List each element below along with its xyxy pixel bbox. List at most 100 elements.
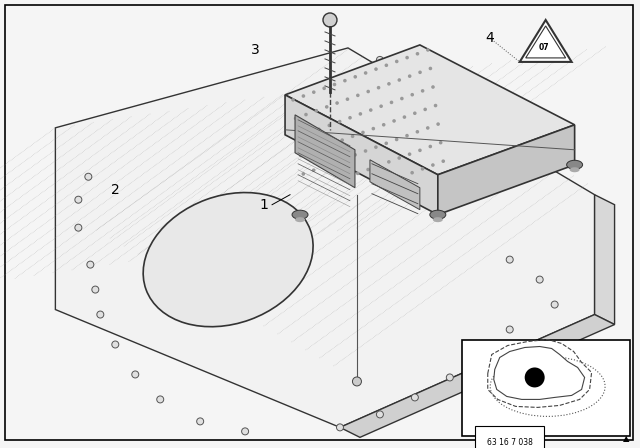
Circle shape xyxy=(431,163,435,167)
Circle shape xyxy=(343,79,347,82)
Circle shape xyxy=(323,86,326,90)
Circle shape xyxy=(426,126,429,130)
Circle shape xyxy=(408,74,412,78)
Text: 1: 1 xyxy=(260,198,269,212)
Ellipse shape xyxy=(570,167,580,172)
Circle shape xyxy=(356,94,360,97)
Circle shape xyxy=(364,71,367,75)
Circle shape xyxy=(372,127,375,130)
Circle shape xyxy=(506,256,513,263)
Polygon shape xyxy=(295,115,355,188)
Circle shape xyxy=(75,196,82,203)
Circle shape xyxy=(112,341,119,348)
Circle shape xyxy=(421,89,424,93)
Circle shape xyxy=(439,141,442,144)
Circle shape xyxy=(366,90,370,93)
Circle shape xyxy=(525,367,545,388)
Circle shape xyxy=(385,64,388,67)
Circle shape xyxy=(343,157,347,160)
Circle shape xyxy=(356,172,360,175)
Text: 07: 07 xyxy=(538,43,549,52)
Circle shape xyxy=(296,135,300,139)
Circle shape xyxy=(291,98,295,102)
Polygon shape xyxy=(285,45,575,175)
Circle shape xyxy=(405,134,409,138)
Circle shape xyxy=(412,394,419,401)
Circle shape xyxy=(431,85,435,89)
Circle shape xyxy=(376,411,383,418)
Circle shape xyxy=(476,354,483,361)
Circle shape xyxy=(397,78,401,82)
Circle shape xyxy=(536,276,543,283)
Circle shape xyxy=(346,97,349,101)
Circle shape xyxy=(387,82,391,86)
Circle shape xyxy=(320,146,323,150)
Polygon shape xyxy=(285,95,438,215)
Circle shape xyxy=(309,150,313,154)
Circle shape xyxy=(301,94,305,98)
Circle shape xyxy=(87,261,94,268)
Ellipse shape xyxy=(433,217,443,222)
Circle shape xyxy=(301,172,305,176)
Circle shape xyxy=(419,70,422,74)
Circle shape xyxy=(157,396,164,403)
Ellipse shape xyxy=(430,210,446,219)
Circle shape xyxy=(294,116,298,120)
Circle shape xyxy=(454,96,461,103)
Circle shape xyxy=(348,116,352,120)
Circle shape xyxy=(413,112,417,115)
Polygon shape xyxy=(438,125,575,215)
Circle shape xyxy=(304,113,308,116)
Circle shape xyxy=(75,224,82,231)
Circle shape xyxy=(397,156,401,160)
Text: 4: 4 xyxy=(485,31,494,45)
Circle shape xyxy=(325,105,328,109)
Ellipse shape xyxy=(566,160,582,169)
Circle shape xyxy=(366,168,370,171)
Circle shape xyxy=(97,311,104,318)
Circle shape xyxy=(351,134,355,138)
Circle shape xyxy=(415,52,419,56)
Circle shape xyxy=(314,109,318,112)
Circle shape xyxy=(307,131,310,135)
Circle shape xyxy=(392,119,396,123)
Circle shape xyxy=(374,145,378,149)
Circle shape xyxy=(400,97,404,100)
Circle shape xyxy=(410,93,414,96)
Circle shape xyxy=(317,128,321,131)
Circle shape xyxy=(382,123,385,127)
Polygon shape xyxy=(340,314,614,437)
Circle shape xyxy=(506,326,513,333)
Circle shape xyxy=(376,56,383,64)
Circle shape xyxy=(333,161,336,164)
Circle shape xyxy=(434,104,437,108)
Circle shape xyxy=(420,167,424,171)
Circle shape xyxy=(369,108,372,112)
Circle shape xyxy=(337,424,344,431)
Polygon shape xyxy=(595,195,614,324)
Circle shape xyxy=(403,115,406,119)
Text: 3: 3 xyxy=(251,43,259,57)
Circle shape xyxy=(442,159,445,163)
Text: ▲: ▲ xyxy=(623,435,630,444)
Circle shape xyxy=(377,164,380,168)
Circle shape xyxy=(335,101,339,105)
Ellipse shape xyxy=(292,210,308,219)
Circle shape xyxy=(405,56,409,60)
Circle shape xyxy=(446,374,453,381)
Circle shape xyxy=(426,48,429,52)
Circle shape xyxy=(358,112,362,116)
Circle shape xyxy=(429,145,432,148)
Circle shape xyxy=(353,153,357,157)
Circle shape xyxy=(312,168,316,172)
Circle shape xyxy=(415,130,419,134)
Circle shape xyxy=(387,160,390,164)
Polygon shape xyxy=(56,48,595,427)
Circle shape xyxy=(353,75,357,78)
Circle shape xyxy=(436,122,440,126)
Circle shape xyxy=(196,418,204,425)
Text: 63 16 7 038: 63 16 7 038 xyxy=(487,438,532,447)
Bar xyxy=(462,340,630,436)
Circle shape xyxy=(417,74,423,82)
Circle shape xyxy=(374,67,378,71)
